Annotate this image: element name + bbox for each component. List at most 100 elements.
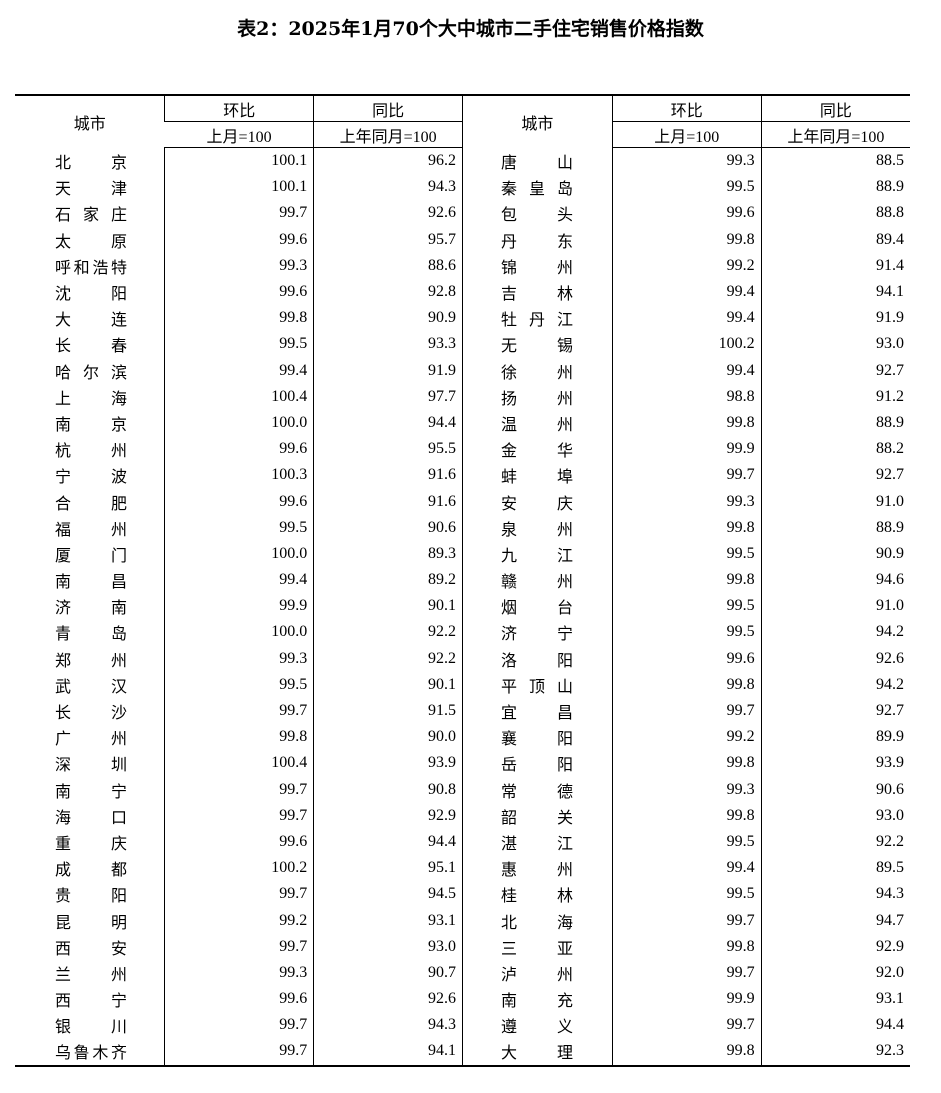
city-cell: 北京	[15, 148, 165, 175]
yoy-value: 94.4	[760, 1012, 910, 1039]
city-name: 南宁	[55, 783, 127, 801]
city-cell: 蚌埠	[461, 462, 613, 489]
yoy-value: 88.9	[760, 409, 910, 437]
header-yoy-base: 上年同月=100	[313, 121, 463, 148]
city-name: 湛江	[500, 835, 573, 853]
yoy-value: 89.2	[313, 567, 463, 594]
yoy-value: 90.6	[313, 514, 463, 541]
yoy-value: 92.6	[313, 986, 463, 1013]
yoy-value: 94.2	[760, 619, 910, 646]
header-yoy: 同比	[313, 95, 463, 122]
city-name: 武汉	[55, 678, 127, 696]
city-name: 韶关	[500, 809, 573, 827]
mom-value: 99.8	[611, 514, 762, 541]
mom-value: 99.8	[164, 305, 314, 332]
mom-value: 99.7	[164, 1012, 314, 1039]
city-name: 济南	[55, 600, 127, 618]
mom-value: 99.8	[611, 409, 762, 437]
table-row: 福州 99.5 90.6 泉州 99.8 88.9	[15, 514, 910, 541]
table-row: 西宁 99.6 92.6 南充 99.9 93.1	[15, 986, 910, 1013]
yoy-value: 92.3	[760, 1038, 910, 1066]
yoy-value: 93.3	[313, 331, 463, 358]
table-row: 武汉 99.5 90.1 平顶山 99.8 94.2	[15, 671, 910, 698]
yoy-value: 90.8	[313, 776, 463, 803]
table-row: 呼和浩特 99.3 88.6 锦州 99.2 91.4	[15, 252, 910, 279]
city-cell: 哈尔滨	[15, 358, 165, 384]
mom-value: 99.7	[164, 1038, 314, 1066]
city-cell: 深圳	[15, 750, 165, 776]
mom-value: 99.5	[164, 671, 314, 698]
city-cell: 上海	[15, 384, 165, 410]
city-cell: 昆明	[15, 907, 165, 933]
mom-value: 100.0	[164, 619, 314, 646]
mom-value: 99.4	[611, 278, 762, 306]
yoy-value: 91.9	[760, 305, 910, 332]
city-name: 襄阳	[500, 731, 573, 749]
city-name: 乌鲁木齐	[55, 1045, 127, 1063]
city-name: 牡丹江	[500, 312, 573, 330]
city-name: 赣州	[500, 574, 573, 592]
page-title: 表2：2025年1月70个大中城市二手住宅销售价格指数	[237, 18, 704, 40]
city-name: 昆明	[55, 914, 127, 932]
mom-value: 99.8	[611, 226, 762, 253]
city-name: 泸州	[500, 966, 573, 984]
mom-value: 99.8	[611, 671, 762, 698]
yoy-value: 90.6	[760, 776, 910, 803]
mom-value: 99.6	[164, 986, 314, 1013]
city-cell: 南宁	[15, 777, 165, 803]
city-name: 济宁	[500, 626, 573, 644]
yoy-value: 96.2	[313, 147, 463, 175]
table-row: 大连 99.8 90.9 牡丹江 99.4 91.9	[15, 305, 910, 332]
city-cell: 大理	[461, 1038, 613, 1066]
city-cell: 常德	[461, 776, 613, 803]
yoy-value: 93.1	[313, 907, 463, 934]
yoy-value: 97.7	[313, 383, 463, 410]
city-cell: 南京	[15, 410, 165, 436]
mom-value: 99.8	[611, 933, 762, 960]
table-row: 银川 99.7 94.3 遵义 99.7 94.4	[15, 1012, 910, 1039]
mom-value: 99.6	[164, 226, 314, 253]
mom-value: 99.3	[164, 252, 314, 279]
city-name: 锦州	[500, 259, 573, 277]
yoy-value: 91.6	[313, 462, 463, 489]
mom-value: 99.7	[611, 462, 762, 489]
city-cell: 吉林	[461, 278, 613, 306]
header-city: 城市	[461, 95, 613, 148]
city-cell: 三亚	[461, 933, 613, 960]
mom-value: 99.5	[611, 540, 762, 567]
mom-value: 99.4	[164, 567, 314, 594]
yoy-value: 90.0	[313, 724, 463, 751]
yoy-value: 93.0	[760, 331, 910, 358]
city-cell: 宁波	[15, 462, 165, 488]
city-cell: 济宁	[461, 619, 613, 646]
city-name: 金华	[500, 443, 573, 461]
mom-value: 99.8	[611, 1038, 762, 1066]
yoy-value: 88.9	[760, 174, 910, 201]
city-name: 重庆	[55, 835, 127, 853]
city-cell: 石家庄	[15, 200, 165, 226]
mom-value: 99.7	[164, 200, 314, 227]
city-cell: 沈阳	[15, 279, 165, 305]
mom-value: 99.5	[164, 331, 314, 358]
city-cell: 青岛	[15, 619, 165, 645]
mom-value: 99.9	[164, 593, 314, 620]
yoy-value: 95.1	[313, 855, 463, 882]
city-cell: 唐山	[461, 147, 613, 175]
city-cell: 宜昌	[461, 697, 613, 725]
city-cell: 呼和浩特	[15, 253, 165, 279]
table-row: 合肥 99.6 91.6 安庆 99.3 91.0	[15, 488, 910, 515]
yoy-value: 92.0	[760, 959, 910, 986]
yoy-value: 92.6	[313, 200, 463, 227]
mom-value: 99.2	[611, 252, 762, 279]
mom-value: 99.7	[164, 776, 314, 803]
city-cell: 襄阳	[461, 724, 613, 751]
city-name: 海口	[55, 809, 127, 827]
yoy-value: 93.9	[760, 750, 910, 777]
table-row: 西安 99.7 93.0 三亚 99.8 92.9	[15, 933, 910, 960]
city-name: 太原	[55, 233, 127, 251]
mom-value: 99.3	[164, 959, 314, 986]
mom-value: 99.7	[611, 907, 762, 934]
table-row: 天津 100.1 94.3 秦皇岛 99.5 88.9	[15, 174, 910, 201]
city-name: 兰州	[55, 966, 127, 984]
city-cell: 南昌	[15, 567, 165, 593]
